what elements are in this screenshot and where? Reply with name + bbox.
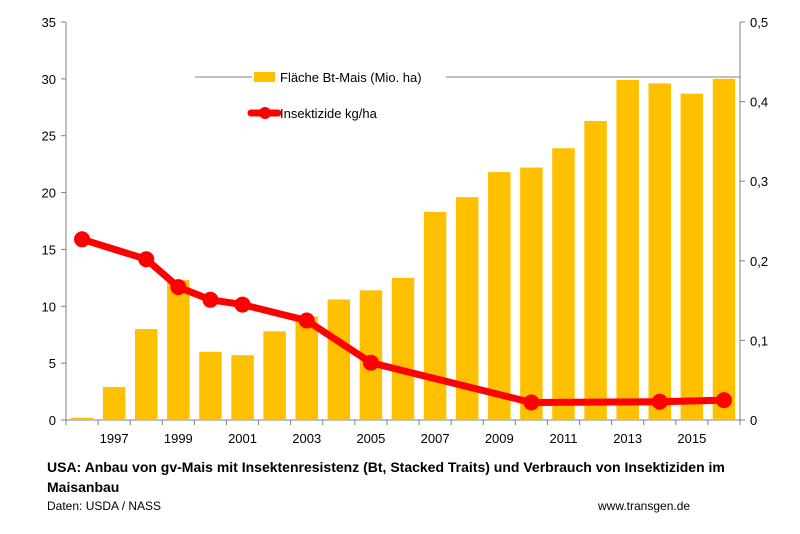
bar xyxy=(680,93,704,420)
x-tick-label: 2013 xyxy=(613,431,642,446)
bar xyxy=(167,280,190,420)
line-point xyxy=(298,312,315,329)
x-tick-label: 2003 xyxy=(292,431,321,446)
insektizide-line xyxy=(78,235,728,406)
x-tick-label: 2007 xyxy=(421,431,450,446)
chart-caption: USA: Anbau von gv-Mais mit Insektenresis… xyxy=(47,459,725,495)
x-tick-label: 2009 xyxy=(485,431,514,446)
line-point xyxy=(362,354,379,371)
bar xyxy=(231,355,254,420)
bar xyxy=(423,211,447,420)
y-right-tick-label: 0,2 xyxy=(750,254,768,269)
x-tick-label: 2011 xyxy=(549,431,577,446)
line-point xyxy=(170,279,187,296)
bar-series-flaeche-bt-mais xyxy=(70,78,736,421)
legend-swatch-bar xyxy=(254,72,275,82)
y-left-tick-label: 20 xyxy=(42,186,56,201)
y-right-tick-label: 0,3 xyxy=(750,174,768,189)
y-left-tick-label: 0 xyxy=(49,413,56,428)
bar xyxy=(295,316,318,420)
bar xyxy=(648,83,671,421)
legend: Fläche Bt-Mais (Mio. ha) Insektizide kg/h… xyxy=(195,70,740,121)
bar xyxy=(391,277,415,420)
bar xyxy=(102,387,126,420)
bar xyxy=(520,167,543,420)
y-right-tick-label: 0,5 xyxy=(750,15,768,30)
bar xyxy=(263,331,286,420)
bar xyxy=(455,197,479,420)
y-left-tick-label: 15 xyxy=(42,242,56,257)
line-point xyxy=(523,394,540,411)
bar xyxy=(488,172,511,420)
x-tick-label: 1997 xyxy=(100,431,129,446)
y-right-tick-label: 0 xyxy=(750,413,757,428)
x-tick-label: 1999 xyxy=(164,431,193,446)
y-right-tick-label: 0,1 xyxy=(750,333,768,348)
line-point xyxy=(651,393,668,410)
bar xyxy=(70,417,94,420)
x-tick-label: 2001 xyxy=(228,431,257,446)
website-credit: www.transgen.de xyxy=(598,499,691,513)
line-point xyxy=(202,291,219,308)
y-left-tick-label: 30 xyxy=(42,72,56,87)
bar xyxy=(584,120,607,420)
y-left-tick-label: 25 xyxy=(42,129,56,144)
y-left-tick-label: 35 xyxy=(42,15,56,30)
legend-swatch-marker xyxy=(259,107,271,119)
bar xyxy=(552,148,575,421)
bar xyxy=(712,78,736,420)
y-left-tick-label: 5 xyxy=(49,356,56,371)
line-point xyxy=(138,251,155,268)
legend-label-bar: Fläche Bt-Mais (Mio. ha) xyxy=(280,70,422,85)
line-point xyxy=(74,231,91,248)
x-tick-label: 2015 xyxy=(677,431,706,446)
line-point xyxy=(234,296,251,313)
x-tick-label: 2005 xyxy=(356,431,385,446)
y-left-tick-label: 10 xyxy=(42,299,56,314)
line-series-insektizide xyxy=(74,231,732,411)
data-source: Daten: USDA / NASS xyxy=(47,499,162,513)
bar xyxy=(327,299,351,420)
bar xyxy=(616,79,639,420)
tick-labels: 0 5 10 15 20 25 30 35 0 0,1 0,2 0,3 0,4 0,5 1997 1999 20… xyxy=(42,15,769,446)
bar xyxy=(135,329,158,420)
y-right-tick-label: 0,4 xyxy=(750,95,768,110)
line-point xyxy=(715,392,732,409)
combo-chart: 0 5 10 15 20 25 30 35 0 0,1 0,2 0,3 0,4 0,5 1997 1999 20… xyxy=(42,15,769,446)
bar xyxy=(199,351,222,420)
legend-label-line: Insektizide kg/ha xyxy=(280,106,378,121)
